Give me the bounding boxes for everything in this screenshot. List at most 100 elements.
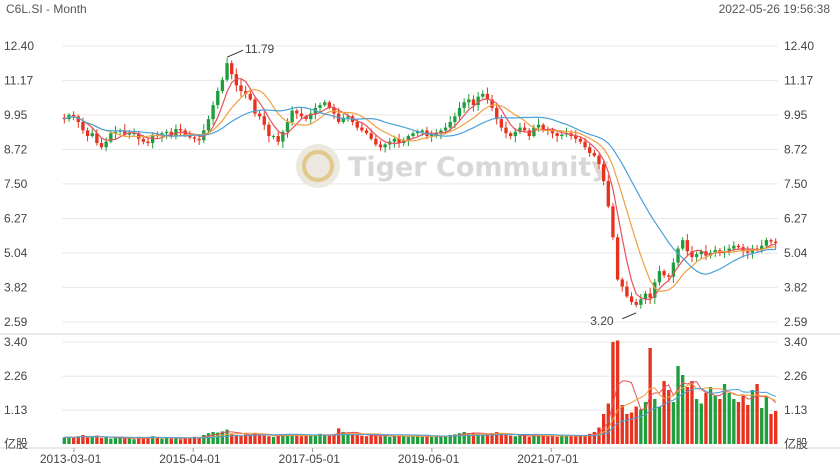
volume-bar <box>141 438 146 444</box>
volume-bar <box>671 402 676 444</box>
volume-ma20-line <box>64 388 776 439</box>
volume-tick-label-right: 1.13 <box>784 403 808 417</box>
candle-body <box>653 282 657 298</box>
candles <box>62 57 778 309</box>
volume-bar <box>732 399 736 444</box>
volume-bar <box>109 438 113 444</box>
volume-bar <box>574 436 578 444</box>
candle-body <box>499 119 504 128</box>
candle-body <box>532 127 536 137</box>
timestamp: 2022-05-26 19:56:38 <box>718 2 830 16</box>
volume-bar <box>318 433 322 444</box>
candle-body <box>462 102 466 108</box>
candle-body <box>662 271 666 276</box>
candle-body <box>309 113 313 120</box>
volume-bar <box>150 436 155 444</box>
candle-body <box>327 102 332 108</box>
candle-body <box>299 113 304 117</box>
volume-bar <box>178 439 183 444</box>
candle-body <box>253 99 257 114</box>
volume-bar <box>323 435 327 444</box>
candle-body <box>774 241 778 243</box>
candle-body <box>81 121 85 131</box>
candle-body <box>146 141 150 144</box>
volume-bar <box>216 432 220 444</box>
volume-bar <box>536 435 541 444</box>
volume-bar <box>555 436 559 444</box>
volume-bar <box>569 435 573 444</box>
candle-body <box>760 245 764 250</box>
volume-bar <box>736 402 741 444</box>
volume-bar <box>230 433 234 444</box>
candle-body <box>411 133 415 137</box>
candle-body <box>522 127 527 131</box>
candle-body <box>588 147 592 153</box>
volume-bar <box>504 435 508 444</box>
volume-bar <box>290 435 294 444</box>
volume-bar <box>118 437 122 444</box>
volume-bar <box>104 437 108 444</box>
volume-bar <box>718 399 722 444</box>
candle-body <box>397 138 401 144</box>
candle-body <box>104 141 108 148</box>
volume-bar <box>508 435 513 444</box>
volume-bar <box>271 436 276 444</box>
x-tick-label: 2015-04-01 <box>159 452 221 466</box>
volume-bar <box>95 435 99 444</box>
chart-title: C6L.SI - Month <box>6 2 87 16</box>
volume-bar <box>411 435 415 444</box>
candle-body <box>769 240 773 242</box>
volume-bar <box>764 396 769 444</box>
volume-bar <box>71 438 76 444</box>
candle-body <box>606 181 610 207</box>
volume-bar <box>713 396 717 444</box>
volume-bar <box>629 412 634 444</box>
volume-bar <box>620 405 624 444</box>
volume-bar <box>704 393 708 444</box>
candle-body <box>634 302 638 305</box>
volume-bar <box>727 393 731 444</box>
volume-bar <box>708 387 713 444</box>
volume-bar <box>206 433 211 444</box>
volume-bar <box>639 409 643 444</box>
volume-bar <box>81 435 85 444</box>
candle-body <box>174 128 178 137</box>
volume-bar <box>406 436 411 444</box>
volume-bar <box>234 435 239 444</box>
volume-bar <box>439 436 443 444</box>
volume-bar <box>481 435 485 444</box>
volume-bar <box>550 435 555 444</box>
volume-bar <box>346 433 350 444</box>
ma10-line <box>64 88 776 292</box>
volume-bar <box>211 432 215 444</box>
volume-bar <box>402 436 406 444</box>
volume-bar <box>769 414 773 444</box>
volume-bar <box>746 405 750 444</box>
price-tick-label-right: 6.27 <box>784 211 808 225</box>
candle-body <box>197 138 201 141</box>
candle-body <box>667 275 671 277</box>
volume-bar <box>123 438 127 444</box>
volume-bar <box>355 435 359 444</box>
volume-bar <box>429 436 434 444</box>
candle-body <box>639 299 643 305</box>
price-tick-label-right: 2.59 <box>784 315 808 329</box>
candle-body <box>527 130 531 137</box>
volume-bar <box>699 403 703 444</box>
volume-bar <box>457 433 462 444</box>
candle-body <box>601 164 606 182</box>
axis-labels: 12.40 12.40 11.17 11.17 9.95 9.95 8.72 8.72 7.50… <box>4 39 814 466</box>
volume-tick-label-left: 2.26 <box>4 369 28 383</box>
candle-body <box>439 130 443 134</box>
price-tick-label-left: 7.50 <box>4 177 28 191</box>
candle-body <box>685 240 690 252</box>
volume-bar <box>369 435 373 444</box>
candle-body <box>727 248 731 252</box>
volume-bar <box>192 436 197 444</box>
price-tick-label-left: 2.59 <box>4 315 28 329</box>
volume-bar <box>462 432 466 444</box>
volume-tick-label-right: 2.26 <box>784 369 808 383</box>
annotations: 11.79 3.20 <box>226 42 637 328</box>
volume-bar <box>169 438 173 444</box>
